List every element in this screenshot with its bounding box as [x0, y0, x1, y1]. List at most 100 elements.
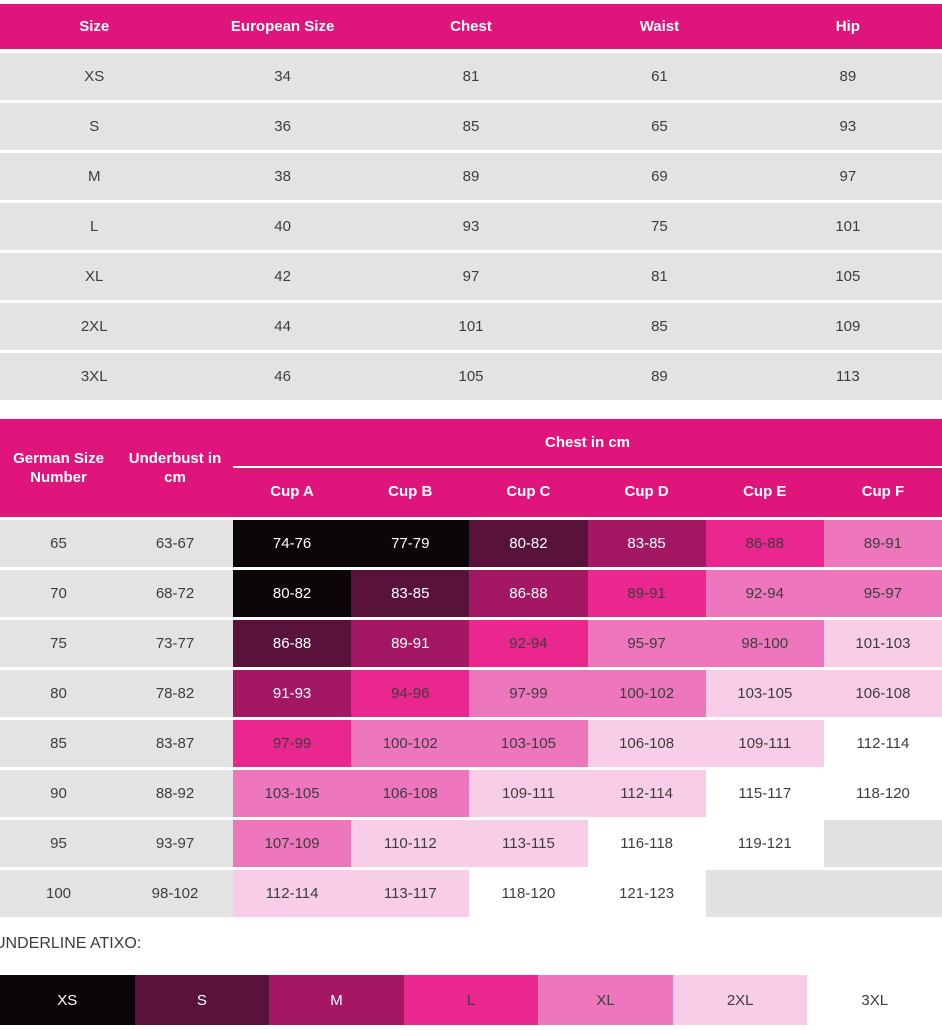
size-table-row: XL 42 97 81 105	[0, 253, 942, 300]
chest-range-cell: 95-97	[587, 620, 706, 667]
chest-in-cm-header: Chest in cm	[233, 419, 942, 468]
hip-cell: 93	[753, 103, 942, 150]
german-size-cell: 70	[0, 570, 117, 617]
waist-cell: 81	[565, 253, 754, 300]
german-size-cell: 100	[0, 870, 117, 917]
chest-range-cell: 103-105	[705, 670, 824, 717]
chest-range-cell: 98-100	[705, 620, 824, 667]
chest-range-cell: 109-111	[705, 720, 824, 767]
chest-range-cell: 118-120	[823, 770, 942, 817]
european-size-cell: 40	[188, 203, 377, 250]
size-table: Size European Size Chest Waist Hip XS 34…	[0, 4, 942, 400]
size-table-header-row: Size European Size Chest Waist Hip	[0, 4, 942, 49]
chest-range-cell: 112-114	[587, 770, 706, 817]
chest-range-cell: 100-102	[351, 720, 470, 767]
legend-swatch-xs: XS	[0, 975, 135, 1025]
chest-range-cell: 92-94	[469, 620, 588, 667]
size-table-row: 3XL 46 105 89 113	[0, 353, 942, 400]
underbust-header: Underbust in cm	[128, 449, 222, 487]
underbust-cell: 98-102	[117, 870, 233, 917]
cup-a-header: Cup A	[270, 483, 314, 500]
size-cell: 2XL	[0, 303, 189, 350]
legend-title: UNDERLINE ATIXO:	[0, 935, 142, 952]
chest-range-cell: 97-99	[469, 670, 588, 717]
chest-range-cell: 107-109	[233, 820, 352, 867]
european-size-cell: 46	[188, 353, 377, 400]
size-table-row: S 36 85 65 93	[0, 103, 942, 150]
waist-cell: 61	[565, 53, 754, 100]
waist-cell: 85	[565, 303, 754, 350]
chest-cell: 105	[376, 353, 566, 400]
size-table-row: 2XL 44 101 85 109	[0, 303, 942, 350]
chest-range-cell: 119-121	[705, 820, 824, 867]
chest-range-cell: 103-105	[233, 770, 352, 817]
chest-range-cell: 106-108	[587, 720, 706, 767]
underbust-cell: 83-87	[117, 720, 233, 767]
underbust-cell: 93-97	[117, 820, 233, 867]
bra-table-header: German Size Number Underbust in cm Chest…	[0, 419, 942, 517]
chest-range-cell: 118-120	[469, 870, 588, 917]
chest-range-cell: 74-76	[233, 520, 352, 567]
european-size-cell: 38	[188, 153, 377, 200]
legend-swatch-s: S	[134, 975, 270, 1025]
bra-table-row: 80 78-82 91-93 94-96 97-99 100-102 103-1…	[0, 670, 942, 717]
chest-range-cell: 86-88	[705, 520, 824, 567]
chest-cell: 93	[376, 203, 566, 250]
size-table-header-cell: Size	[0, 4, 189, 49]
chest-range-cell: 89-91	[587, 570, 706, 617]
bra-size-table: German Size Number Underbust in cm Chest…	[0, 419, 942, 917]
size-table-row: XS 34 81 61 89	[0, 53, 942, 100]
legend-title-row: UNDERLINE ATIXO:	[0, 935, 942, 955]
bra-table-row: 75 73-77 86-88 89-91 92-94 95-97 98-100 …	[0, 620, 942, 667]
chest-range-cell: 95-97	[823, 570, 942, 617]
chest-range-cell: 97-99	[233, 720, 352, 767]
chest-range-cell: 77-79	[351, 520, 470, 567]
bra-table-row: 95 93-97 107-109 110-112 113-115 116-118…	[0, 820, 942, 867]
bra-table-row: 65 63-67 74-76 77-79 80-82 83-85 86-88 8…	[0, 520, 942, 567]
size-cell: L	[0, 203, 189, 250]
chest-cell: 85	[376, 103, 566, 150]
waist-cell: 65	[565, 103, 754, 150]
waist-cell: 75	[565, 203, 754, 250]
waist-cell: 89	[565, 353, 754, 400]
cup-f-header: Cup F	[861, 483, 905, 500]
size-table-header-cell: European Size	[188, 4, 377, 49]
chest-range-cell: 121-123	[587, 870, 706, 917]
chest-range-cell: 86-88	[469, 570, 588, 617]
chest-range-cell: 110-112	[351, 820, 470, 867]
size-cell: 3XL	[0, 353, 189, 400]
bra-table-row: 90 88-92 103-105 106-108 109-111 112-114…	[0, 770, 942, 817]
size-table-header-cell: Hip	[753, 4, 942, 49]
chest-range-cell	[823, 820, 942, 867]
hip-cell: 113	[753, 353, 942, 400]
underbust-cell: 88-92	[117, 770, 233, 817]
size-cell: M	[0, 153, 189, 200]
european-size-cell: 36	[188, 103, 377, 150]
hip-cell: 101	[753, 203, 942, 250]
chest-range-cell: 91-93	[233, 670, 352, 717]
chest-range-cell	[705, 870, 824, 917]
size-table-header-cell: Chest	[376, 4, 566, 49]
german-size-cell: 95	[0, 820, 117, 867]
bra-table-row: 85 83-87 97-99 100-102 103-105 106-108 1…	[0, 720, 942, 767]
chest-range-cell: 103-105	[469, 720, 588, 767]
chest-cell: 81	[376, 53, 566, 100]
chest-range-cell: 113-115	[469, 820, 588, 867]
underbust-cell: 78-82	[117, 670, 233, 717]
european-size-cell: 44	[188, 303, 377, 350]
cup-c-header: Cup C	[506, 483, 551, 500]
cup-e-header: Cup E	[743, 483, 787, 500]
german-size-number-header: German Size Number	[13, 449, 104, 487]
cup-b-header: Cup B	[388, 483, 433, 500]
european-size-cell: 34	[188, 53, 377, 100]
chest-range-cell: 115-117	[705, 770, 824, 817]
hip-cell: 97	[753, 153, 942, 200]
bra-table-row: 100 98-102 112-114 113-117 118-120 121-1…	[0, 870, 942, 917]
underbust-cell: 63-67	[117, 520, 233, 567]
chest-range-cell: 100-102	[587, 670, 706, 717]
chest-range-cell: 92-94	[705, 570, 824, 617]
chest-range-cell: 94-96	[351, 670, 470, 717]
chest-range-cell: 89-91	[823, 520, 942, 567]
chest-range-cell: 101-103	[823, 620, 942, 667]
